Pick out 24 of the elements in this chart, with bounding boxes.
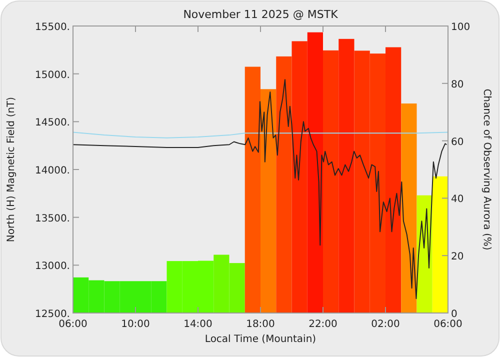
x-tick-label: 18:00 [246,319,275,330]
chart-title: November 11 2025 @ MSTK [183,8,339,21]
y-tick-label: 15000. [35,70,70,81]
y-tick-label: 13000. [35,261,70,272]
x-tick-label: 22:00 [308,319,338,330]
x-tick-label: 06:00 [434,319,462,330]
y2-tick-label: 100 [451,22,470,33]
y-axis-title: North (H) Magnetic Field (nT) [6,96,17,242]
y-tick-label: 15500. [35,22,70,33]
y2-tick-label: 80 [451,79,464,90]
x-axis-title: Local Time (Mountain) [204,334,316,345]
y-tick-label: 14500. [35,118,70,129]
y-tick-label: 13500. [35,213,70,224]
x-tick-label: 10:00 [121,319,150,330]
y2-tick-label: 20 [451,252,464,263]
x-tick-label: 14:00 [184,319,212,330]
x-tick-label: 06:00 [58,319,88,330]
y2-tick-label: 0 [451,309,458,320]
y-tick-label: 14000. [35,166,70,176]
y2-tick-label: 40 [451,194,464,206]
y-tick-label: 12500. [35,309,70,320]
x-tick-label: 02:00 [371,319,400,330]
y2-tick-label: 60 [451,136,464,148]
y2-axis-title: Chance of Observing Aurora (%) [481,88,492,250]
